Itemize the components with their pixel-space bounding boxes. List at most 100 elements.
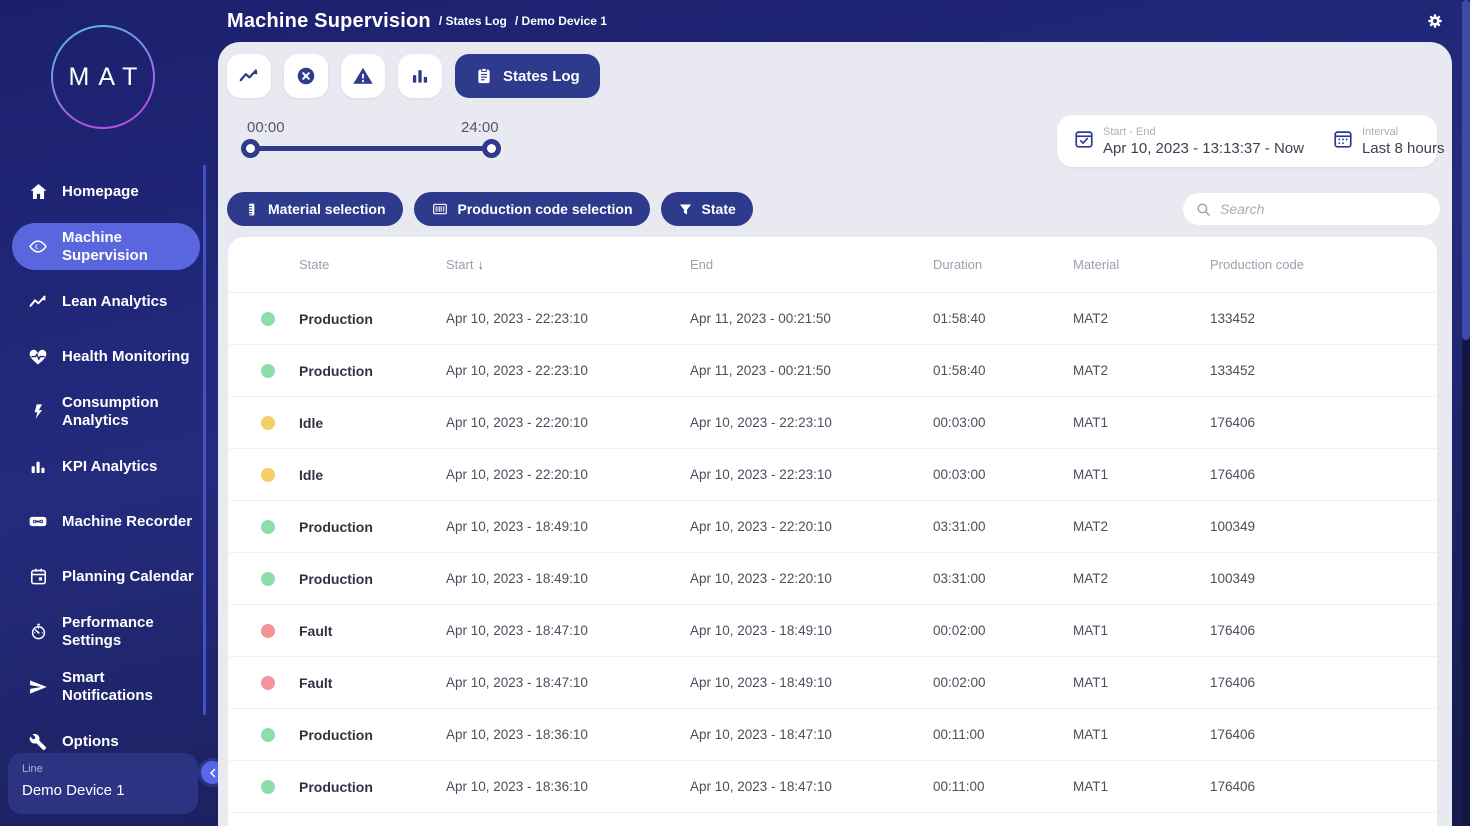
breadcrumb-states-log[interactable]: / States Log (438, 14, 507, 28)
search-icon (1197, 202, 1210, 216)
sidebar-item-planning-calendar[interactable]: Planning Calendar (0, 549, 212, 604)
state-dot (261, 571, 275, 586)
sidebar-item-label: KPI Analytics (62, 457, 158, 475)
chevron-left-icon (209, 768, 215, 777)
warning-triangle-icon (353, 67, 373, 84)
cell-code: 100349 (1210, 519, 1256, 534)
cell-end: Apr 11, 2023 - 00:21:50 (690, 311, 831, 326)
sidebar-item-consumption-analytics[interactable]: Consumption Analytics (0, 384, 212, 439)
table-row[interactable]: Idle Apr 10, 2023 - 22:20:10 Apr 10, 202… (228, 449, 1437, 501)
cell-material: MAT2 (1073, 519, 1109, 534)
eye-icon (28, 237, 48, 257)
table-row[interactable]: Fault Apr 10, 2023 - 18:47:10 Apr 10, 20… (228, 605, 1437, 657)
cell-material: MAT1 (1073, 467, 1109, 482)
logo-circle-icon (51, 25, 155, 129)
device-card-name: Demo Device 1 (22, 782, 125, 799)
calendar-check-icon (1073, 128, 1095, 155)
send-icon (28, 677, 48, 697)
col-header-duration[interactable]: Duration (933, 257, 983, 272)
sidebar-item-health-monitoring[interactable]: Health Monitoring (0, 329, 212, 384)
col-header-production-code[interactable]: Production code (1210, 257, 1304, 272)
sidebar-item-smart-notifications[interactable]: Smart Notifications (0, 659, 212, 714)
sidebar-item-options[interactable]: Options (0, 714, 212, 769)
tab-warnings[interactable] (341, 54, 385, 98)
barcode-icon (432, 203, 447, 215)
cell-start: Apr 10, 2023 - 22:20:10 (446, 467, 588, 482)
date-range-value: Apr 10, 2023 - 13:13:37 - Now (1103, 139, 1304, 157)
table-row[interactable]: Production Apr 10, 2023 - 18:49:10 Apr 1… (228, 501, 1437, 553)
calendar-icon (28, 567, 48, 587)
state-dot (261, 675, 275, 690)
slider-handle-end[interactable] (482, 139, 501, 158)
cell-state: Production (299, 570, 373, 587)
tab-states-log-label: States Log (503, 67, 580, 85)
cell-material: MAT1 (1073, 623, 1109, 638)
tab-bar-stats[interactable] (398, 54, 442, 98)
cell-state: Production (299, 726, 373, 743)
table-row[interactable]: Idle Apr 10, 2023 - 22:20:10 Apr 10, 202… (228, 397, 1437, 449)
table-row[interactable]: Production Apr 10, 2023 - 22:23:10 Apr 1… (228, 345, 1437, 397)
col-header-end[interactable]: End (690, 257, 714, 272)
search-input[interactable] (1220, 201, 1420, 217)
sidebar-item-label: Performance Settings (62, 613, 154, 649)
sidebar-scrollbar[interactable] (203, 165, 206, 715)
interval-label: Interval (1361, 125, 1399, 138)
interval-picker[interactable]: Interval Last 8 hours (1316, 115, 1470, 167)
state-dot (261, 415, 275, 430)
cell-code: 100349 (1210, 571, 1256, 586)
sidebar-item-label: Machine Recorder (62, 512, 193, 530)
main-panel: States Log 00:00 24:00 Start - End Apr 1… (218, 42, 1470, 826)
device-card[interactable]: Line Demo Device 1 (8, 753, 198, 814)
col-header-state[interactable]: State (299, 257, 330, 272)
cell-start: Apr 10, 2023 - 22:20:10 (446, 415, 588, 430)
search-box[interactable] (1183, 193, 1440, 225)
production-code-selection-button[interactable]: Production code selection (413, 192, 650, 226)
slider-handle-start[interactable] (241, 139, 260, 158)
material-selection-button[interactable]: Material selection (227, 192, 403, 226)
state-filter-label: State (701, 201, 736, 217)
state-filter-button[interactable]: State (660, 192, 753, 226)
tab-faults[interactable] (284, 54, 328, 98)
material-selection-label: Material selection (268, 201, 386, 217)
cell-start: Apr 10, 2023 - 18:47:10 (446, 623, 588, 638)
sidebar-item-machine-supervision[interactable]: Machine Supervision (0, 219, 212, 274)
tab-states-log[interactable]: States Log (455, 54, 600, 98)
cell-state: Production (299, 778, 373, 795)
date-range-picker[interactable]: Start - End Apr 10, 2023 - 13:13:37 - No… (1057, 115, 1316, 167)
home-icon (28, 182, 48, 202)
sidebar-item-kpi-analytics[interactable]: KPI Analytics (0, 439, 212, 494)
sidebar-nav: Homepage Machine Supervision Lean Analyt… (0, 164, 212, 769)
table-row[interactable]: Production Apr 10, 2023 - 18:36:10 Apr 1… (228, 709, 1437, 761)
cell-start: Apr 10, 2023 - 18:49:10 (446, 519, 588, 534)
page-scrollbar-track[interactable] (1462, 0, 1470, 826)
logo-text: MAT (68, 62, 147, 91)
table-row[interactable]: Fault Apr 10, 2023 - 18:47:10 Apr 10, 20… (228, 657, 1437, 709)
cell-material: MAT1 (1073, 675, 1109, 690)
table-body: Production Apr 10, 2023 - 22:23:10 Apr 1… (228, 293, 1437, 813)
cell-code: 176406 (1210, 623, 1256, 638)
cell-end: Apr 10, 2023 - 18:49:10 (690, 623, 832, 638)
tab-trend-chart[interactable] (227, 54, 271, 98)
mat-logo: MAT (50, 24, 156, 130)
breadcrumb-device[interactable]: / Demo Device 1 (514, 14, 607, 28)
time-range-slider[interactable] (241, 139, 501, 158)
sidebar-item-performance-settings[interactable]: Performance Settings (0, 604, 212, 659)
sidebar-item-lean-analytics[interactable]: Lean Analytics (0, 274, 212, 329)
cell-material: MAT1 (1073, 415, 1109, 430)
clipboard-icon (478, 67, 490, 84)
table-row[interactable]: Production Apr 10, 2023 - 18:49:10 Apr 1… (228, 553, 1437, 605)
sidebar-item-homepage[interactable]: Homepage (0, 164, 212, 219)
page-scrollbar-thumb[interactable] (1462, 0, 1470, 340)
cell-duration: 03:31:00 (933, 571, 986, 586)
col-header-start[interactable]: Start ↓ (446, 257, 484, 272)
cell-start: Apr 10, 2023 - 22:23:10 (446, 311, 588, 326)
table-row[interactable]: Production Apr 10, 2023 - 18:36:10 Apr 1… (228, 761, 1437, 813)
sidebar-item-machine-recorder[interactable]: Machine Recorder (0, 494, 212, 549)
cell-end: Apr 10, 2023 - 18:47:10 (690, 727, 832, 742)
table-row[interactable]: Production Apr 10, 2023 - 22:23:10 Apr 1… (228, 293, 1437, 345)
settings-gear-button[interactable] (1426, 12, 1444, 30)
cell-duration: 00:11:00 (933, 779, 985, 794)
states-log-table: State Start ↓ End Duration Material Produ… (228, 237, 1437, 826)
col-header-material[interactable]: Material (1073, 257, 1120, 272)
calendar-icon (1332, 128, 1354, 155)
